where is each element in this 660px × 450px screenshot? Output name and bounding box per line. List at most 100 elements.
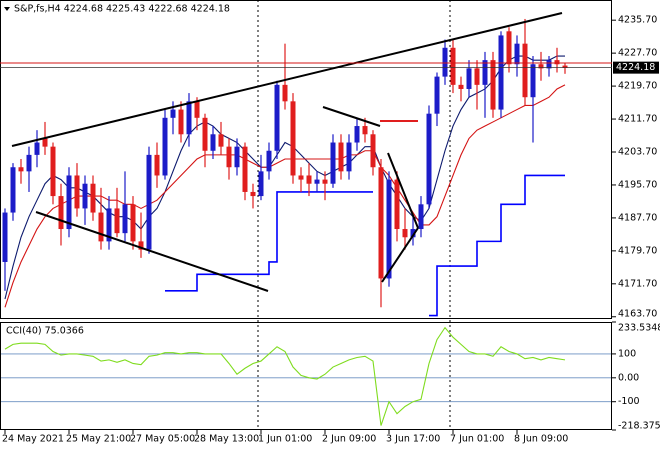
- trendline: [35, 211, 269, 292]
- candle-body: [530, 64, 536, 98]
- y-tick-label: 0.00: [618, 372, 639, 383]
- y-tick-label: 4195.70: [618, 179, 657, 190]
- candle-body: [218, 134, 224, 147]
- series-line: [4, 84, 566, 308]
- candle-body: [290, 101, 296, 176]
- candle-body: [138, 241, 144, 250]
- x-tick-label: 3 Jun 17:00: [386, 434, 440, 445]
- candle-body: [2, 212, 8, 262]
- x-tick-label: 28 May 13:00: [194, 434, 259, 445]
- y-tick-label: -218.3753: [618, 421, 660, 432]
- candle-body: [314, 179, 320, 184]
- y-tick-label: 233.5348: [618, 323, 660, 334]
- price-tag-label: 4224.18: [616, 62, 655, 73]
- trendline: [322, 106, 381, 127]
- candle-body: [450, 47, 456, 85]
- candle-body: [18, 167, 24, 172]
- candle-body: [402, 229, 408, 238]
- candle-body: [234, 146, 240, 168]
- candle-body: [82, 183, 88, 209]
- candle-body: [90, 183, 96, 213]
- candle-body: [274, 84, 280, 151]
- series-line: [4, 326, 566, 426]
- candle-body: [442, 47, 448, 77]
- candle-body: [346, 142, 352, 172]
- candle-body: [106, 208, 112, 242]
- candle-body: [410, 229, 416, 238]
- x-tick-label: 27 May 05:00: [130, 434, 195, 445]
- candle-body: [194, 101, 200, 118]
- candle-body: [426, 113, 432, 205]
- candle-body: [522, 43, 528, 98]
- candle-body: [506, 31, 512, 65]
- candle-body: [386, 179, 392, 279]
- candle-body: [394, 179, 400, 230]
- x-tick-label: 1 Jun 01:00: [258, 434, 312, 445]
- main-pane: [0, 18, 616, 318]
- candle-body: [210, 134, 216, 151]
- candle-body: [42, 138, 48, 147]
- series-line: [4, 55, 565, 300]
- candle-body: [50, 146, 56, 197]
- candle-body: [538, 64, 544, 69]
- cci-frame: [0, 322, 612, 430]
- candle-body: [10, 167, 16, 213]
- y-tick-label: 4211.70: [618, 114, 657, 125]
- candle-body: [554, 60, 560, 65]
- candle-body: [258, 171, 264, 197]
- y-tick-label: 4187.70: [618, 212, 657, 223]
- candle-body: [282, 84, 288, 102]
- candle-body: [162, 117, 168, 176]
- candle-body: [330, 142, 336, 184]
- candle-body: [58, 196, 64, 230]
- candle-body: [154, 154, 160, 176]
- candle-body: [242, 146, 248, 192]
- trendline: [387, 152, 419, 229]
- x-tick-label: 2 Jun 09:00: [322, 434, 376, 445]
- price-tag: [613, 61, 659, 74]
- y-tick-label: 100: [618, 348, 636, 359]
- chart-title: S&P,fs,H4 4224.68 4225.43 4222.68 4224.1…: [14, 4, 230, 15]
- x-tick-label: 24 May 2021: [2, 434, 64, 445]
- menu-arrow[interactable]: [4, 7, 10, 11]
- candle-body: [378, 167, 384, 279]
- indicator-title: CCI(40) 75.0366: [6, 326, 84, 337]
- y-tick-label: 4219.70: [618, 81, 657, 92]
- candle-body: [178, 109, 184, 135]
- candle-body: [98, 212, 104, 242]
- candle-body: [362, 126, 368, 135]
- candle-body: [146, 154, 152, 250]
- y-tick-label: 4203.70: [618, 146, 657, 157]
- trendline: [11, 12, 563, 147]
- x-tick-label: 25 May 21:00: [66, 434, 131, 445]
- candle-body: [418, 204, 424, 230]
- candle-body: [114, 208, 120, 234]
- candle-body: [514, 43, 520, 65]
- candle-body: [482, 60, 488, 85]
- y-tick-label: 4163.70: [618, 309, 657, 320]
- candle-body: [250, 191, 256, 197]
- candle-body: [66, 175, 72, 230]
- trendline: [381, 227, 419, 283]
- x-tick-label: 7 Jun 01:00: [450, 434, 504, 445]
- candle-body: [466, 68, 472, 89]
- y-tick-label: 4179.70: [618, 245, 657, 256]
- candle-body: [266, 150, 272, 172]
- trendlines: [11, 12, 563, 292]
- candle-body: [322, 179, 328, 184]
- candle-body: [122, 204, 128, 234]
- candle-body: [74, 175, 80, 209]
- series-line: [165, 174, 565, 317]
- candle-body: [186, 101, 192, 135]
- x-tick-label: 8 Jun 09:00: [514, 434, 568, 445]
- candle-body: [434, 76, 440, 114]
- cci-pane: [1, 321, 616, 431]
- candle-body: [130, 204, 136, 242]
- y-tick-label: -100: [618, 396, 640, 407]
- candle-body: [498, 35, 504, 110]
- candle-body: [338, 142, 344, 172]
- candle-body: [546, 60, 552, 69]
- candle-body: [170, 109, 176, 118]
